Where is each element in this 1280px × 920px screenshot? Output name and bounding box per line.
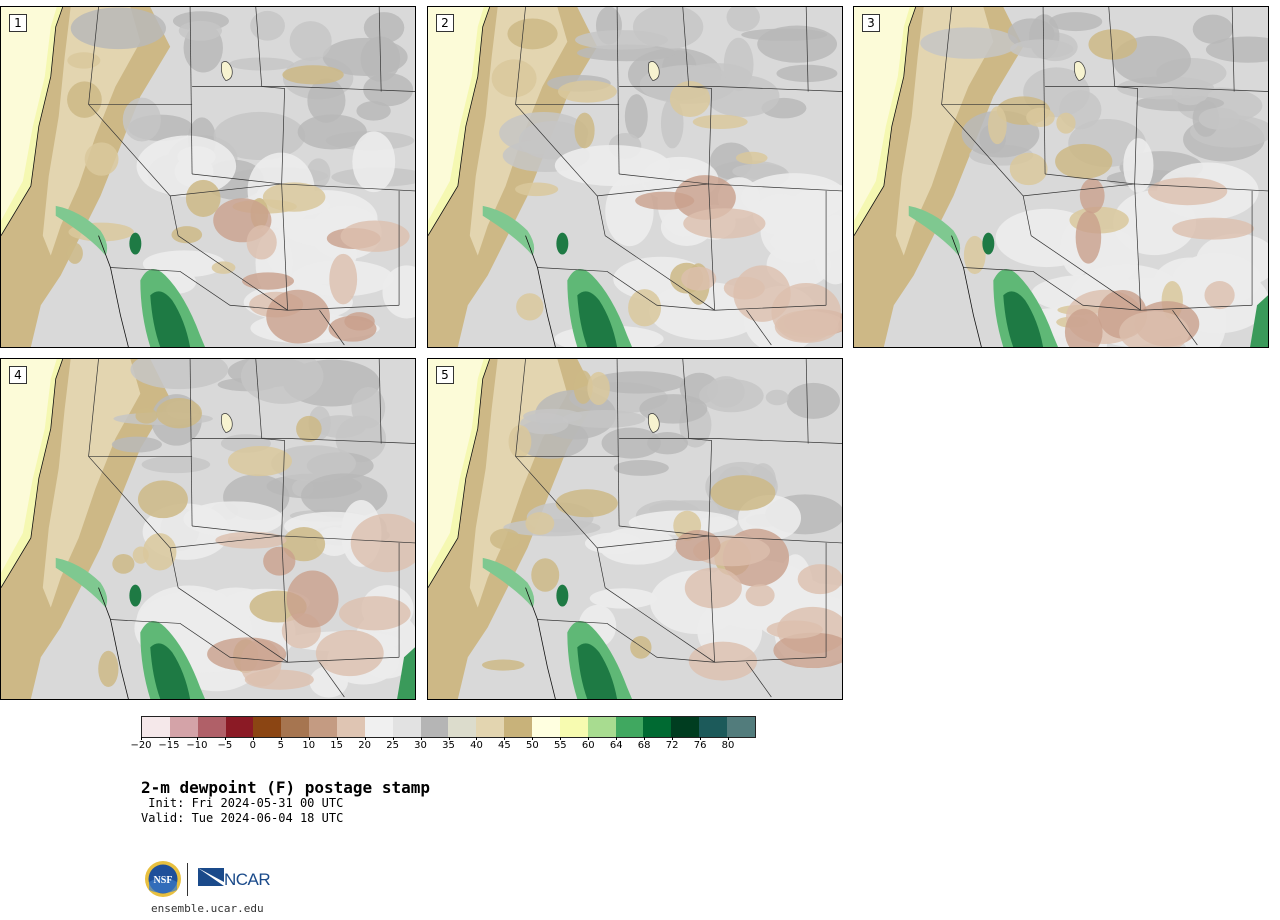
colorbar-tick-label: 72 <box>665 740 679 751</box>
svg-text:NSF: NSF <box>154 875 173 886</box>
colorbar-tick-mark <box>336 737 338 740</box>
dewpoint-colorbar <box>141 716 756 738</box>
nsf-logo-icon: NSF <box>145 861 181 897</box>
panel-number-label: 2 <box>436 14 454 32</box>
colorbar-tick-mark <box>141 737 142 740</box>
colorbar-swatch <box>727 717 755 737</box>
panel-number-label: 1 <box>9 14 27 32</box>
colorbar-swatch <box>309 717 338 737</box>
colorbar-tick-mark <box>308 737 310 740</box>
colorbar-tick-label: 64 <box>609 740 623 751</box>
colorbar-tick-mark <box>560 737 562 740</box>
figure-title: 2-m dewpoint (F) postage stamp <box>141 778 430 797</box>
colorbar-tick-mark <box>476 737 478 740</box>
colorbar-tick-mark <box>224 737 226 740</box>
site-url: ensemble.ucar.edu <box>151 902 264 915</box>
panel-number-label: 5 <box>436 366 454 384</box>
colorbar-swatch <box>169 717 198 737</box>
colorbar-tick-mark <box>392 737 394 740</box>
colorbar-swatch <box>253 717 282 737</box>
colorbar-tick-label: 35 <box>442 740 455 751</box>
postage-stamp-panel-2: 2 <box>427 6 843 348</box>
colorbar-tick-mark <box>672 737 674 740</box>
colorbar-tick-mark <box>196 737 198 740</box>
colorbar-tick-label: 15 <box>330 740 344 751</box>
dewpoint-map <box>428 359 842 699</box>
colorbar-tick-label: 5 <box>277 740 284 751</box>
colorbar-tick-mark <box>616 737 618 740</box>
colorbar-swatch <box>615 717 644 737</box>
colorbar-tick-label: 80 <box>721 740 735 751</box>
postage-stamp-panel-4: 4 <box>0 358 416 700</box>
colorbar-swatch <box>476 717 505 737</box>
colorbar-swatch <box>225 717 254 737</box>
colorbar-swatch <box>532 717 560 737</box>
colorbar-tick-mark <box>644 737 646 740</box>
init-time: Init: Fri 2024-05-31 00 UTC <box>141 796 344 810</box>
postage-stamp-panel-1: 1 <box>0 6 416 348</box>
colorbar-tick-label: 40 <box>470 740 483 751</box>
colorbar-tick-mark <box>420 737 422 740</box>
dewpoint-map <box>854 7 1268 347</box>
colorbar-tick-label: 25 <box>386 740 399 751</box>
colorbar-swatch <box>420 717 449 737</box>
colorbar-tick-label: 30 <box>414 740 427 751</box>
colorbar-tick-label: 50 <box>525 740 539 751</box>
colorbar-tick-mark <box>588 737 590 740</box>
colorbar-tick-label: −5 <box>217 740 233 751</box>
dewpoint-map <box>1 359 415 699</box>
colorbar-swatch <box>392 717 421 737</box>
colorbar-tick-label: −20 <box>130 740 152 751</box>
colorbar-tick-label: 76 <box>693 740 707 751</box>
colorbar-swatch <box>281 717 310 737</box>
ncar-mark-icon <box>198 868 224 886</box>
colorbar-tick-mark <box>504 737 506 740</box>
colorbar-tick-label: 20 <box>358 740 371 751</box>
colorbar-tick-mark <box>448 737 450 740</box>
colorbar-tick-label: 68 <box>637 740 651 751</box>
panel-number-label: 4 <box>9 366 27 384</box>
ncar-logo-text: NCAR <box>224 870 271 889</box>
colorbar-swatch <box>448 717 477 737</box>
colorbar-tick-mark <box>280 737 282 740</box>
colorbar-tick-label: −15 <box>158 740 180 751</box>
colorbar-tick-mark <box>252 737 254 740</box>
colorbar-tick-label: 60 <box>581 740 595 751</box>
colorbar-swatch <box>587 717 616 737</box>
colorbar-swatch <box>142 717 170 737</box>
colorbar-swatch <box>671 717 700 737</box>
valid-time: Valid: Tue 2024-06-04 18 UTC <box>141 811 344 825</box>
dewpoint-map <box>428 7 842 347</box>
dewpoint-map <box>1 7 415 347</box>
colorbar-swatch <box>197 717 226 737</box>
colorbar-tick-label: 10 <box>302 740 316 751</box>
colorbar-tick-labels: −20 −15 −10 −5 0 5 10 15 20 25 30 35 40 45 50 55 60 64 68 7… <box>130 737 756 754</box>
colorbar-tick-label: −10 <box>186 740 208 751</box>
colorbar-swatch <box>364 717 393 737</box>
postage-stamp-panel-3: 3 <box>853 6 1269 348</box>
colorbar-tick-mark <box>168 737 170 740</box>
colorbar-tick-mark <box>364 737 366 740</box>
logo-area: NSF NCAR <box>144 860 284 900</box>
colorbar-tick-label: 0 <box>249 740 256 751</box>
colorbar-swatch <box>559 717 588 737</box>
colorbar-tick-label: 45 <box>498 740 511 751</box>
colorbar-swatch <box>504 717 533 737</box>
colorbar-tick-mark <box>700 737 702 740</box>
colorbar-tick-mark <box>532 737 534 740</box>
colorbar-swatch <box>643 717 672 737</box>
logo-divider <box>187 863 188 896</box>
colorbar-tick-label: 55 <box>553 740 567 751</box>
postage-stamp-panel-5: 5 <box>427 358 843 700</box>
panel-number-label: 3 <box>862 14 880 32</box>
colorbar-swatch <box>337 717 365 737</box>
colorbar-swatch <box>699 717 728 737</box>
colorbar-tick-mark <box>728 737 730 740</box>
